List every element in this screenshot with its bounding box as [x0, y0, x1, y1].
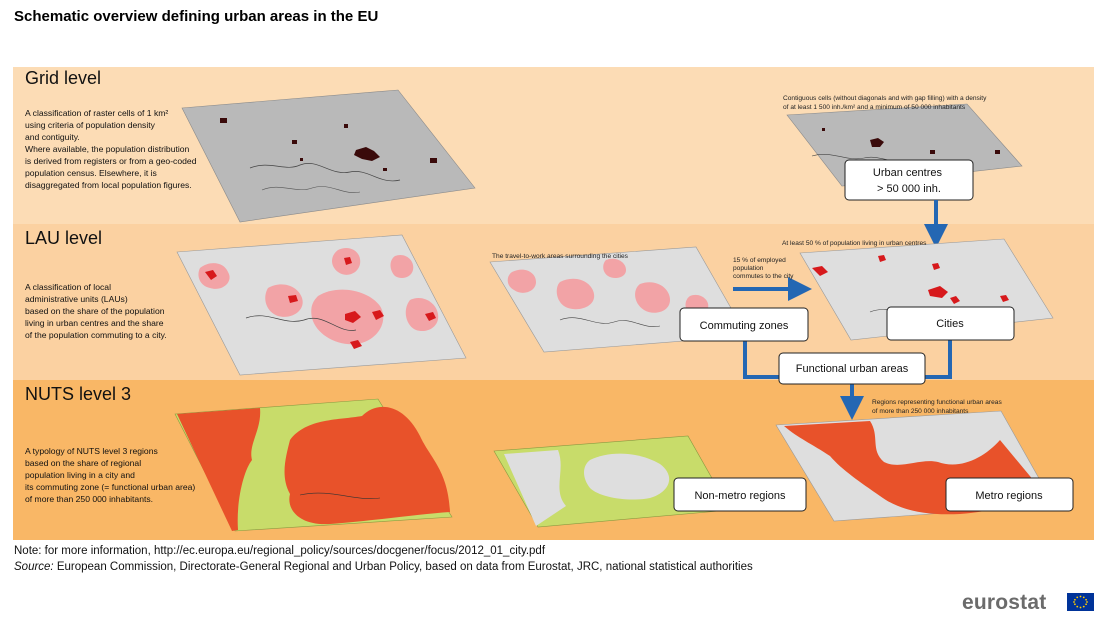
grid-annotation: Contiguous cells (without diagonals and …: [783, 95, 988, 111]
commuting-zones-box: [679, 307, 809, 342]
diagram: Grid level LAU level NUTS level 3 A clas…: [13, 67, 1094, 540]
band-title-nuts: NUTS level 3: [25, 384, 131, 404]
urban-centres-box: [844, 159, 974, 201]
cities-box: [886, 306, 1015, 341]
nuts-map-large: [174, 398, 453, 532]
nuts-map-nonmetro: [493, 435, 731, 528]
band-title-lau: LAU level: [25, 228, 102, 248]
cities-label: Cities: [936, 318, 964, 330]
lau-description: A classification of local administrative…: [25, 282, 167, 340]
fua-box: [778, 352, 926, 385]
lau-map-large: [176, 234, 467, 376]
band-title-grid: Grid level: [25, 68, 101, 88]
lau-annotation-commute: 15 % of employed population commutes to …: [733, 257, 794, 280]
urban-centres-label: Urban centres > 50 000 inh.: [873, 167, 945, 195]
grid-map-large: [181, 89, 476, 223]
lau-annotation-travel: The travel-to-work areas surrounding the…: [492, 253, 629, 260]
nuts-description: A typology of NUTS level 3 regions based…: [25, 446, 198, 504]
metro-box: [945, 477, 1074, 512]
eurostat-logo: eurostat: [962, 591, 1047, 614]
nonmetro-box: [673, 477, 807, 512]
commuting-zones-label: Commuting zones: [700, 320, 789, 332]
eu-flag-icon: [1067, 593, 1094, 611]
note-text: Note: for more information, http://ec.eu…: [14, 545, 546, 557]
source-label: Source:: [14, 561, 54, 573]
metro-label: Metro regions: [975, 490, 1043, 502]
nonmetro-label: Non-metro regions: [694, 490, 786, 502]
fua-label: Functional urban areas: [796, 363, 909, 375]
source-body: European Commission, Directorate-General…: [53, 561, 753, 573]
nuts-annotation: Regions representing functional urban ar…: [872, 399, 1004, 415]
lau-annotation-cities: At least 50 % of population living in ur…: [782, 240, 927, 247]
source-text: Source: European Commission, Directorate…: [14, 561, 753, 573]
page-title: Schematic overview defining urban areas …: [14, 8, 379, 25]
grid-description: A classification of raster cells of 1 km…: [25, 108, 199, 190]
